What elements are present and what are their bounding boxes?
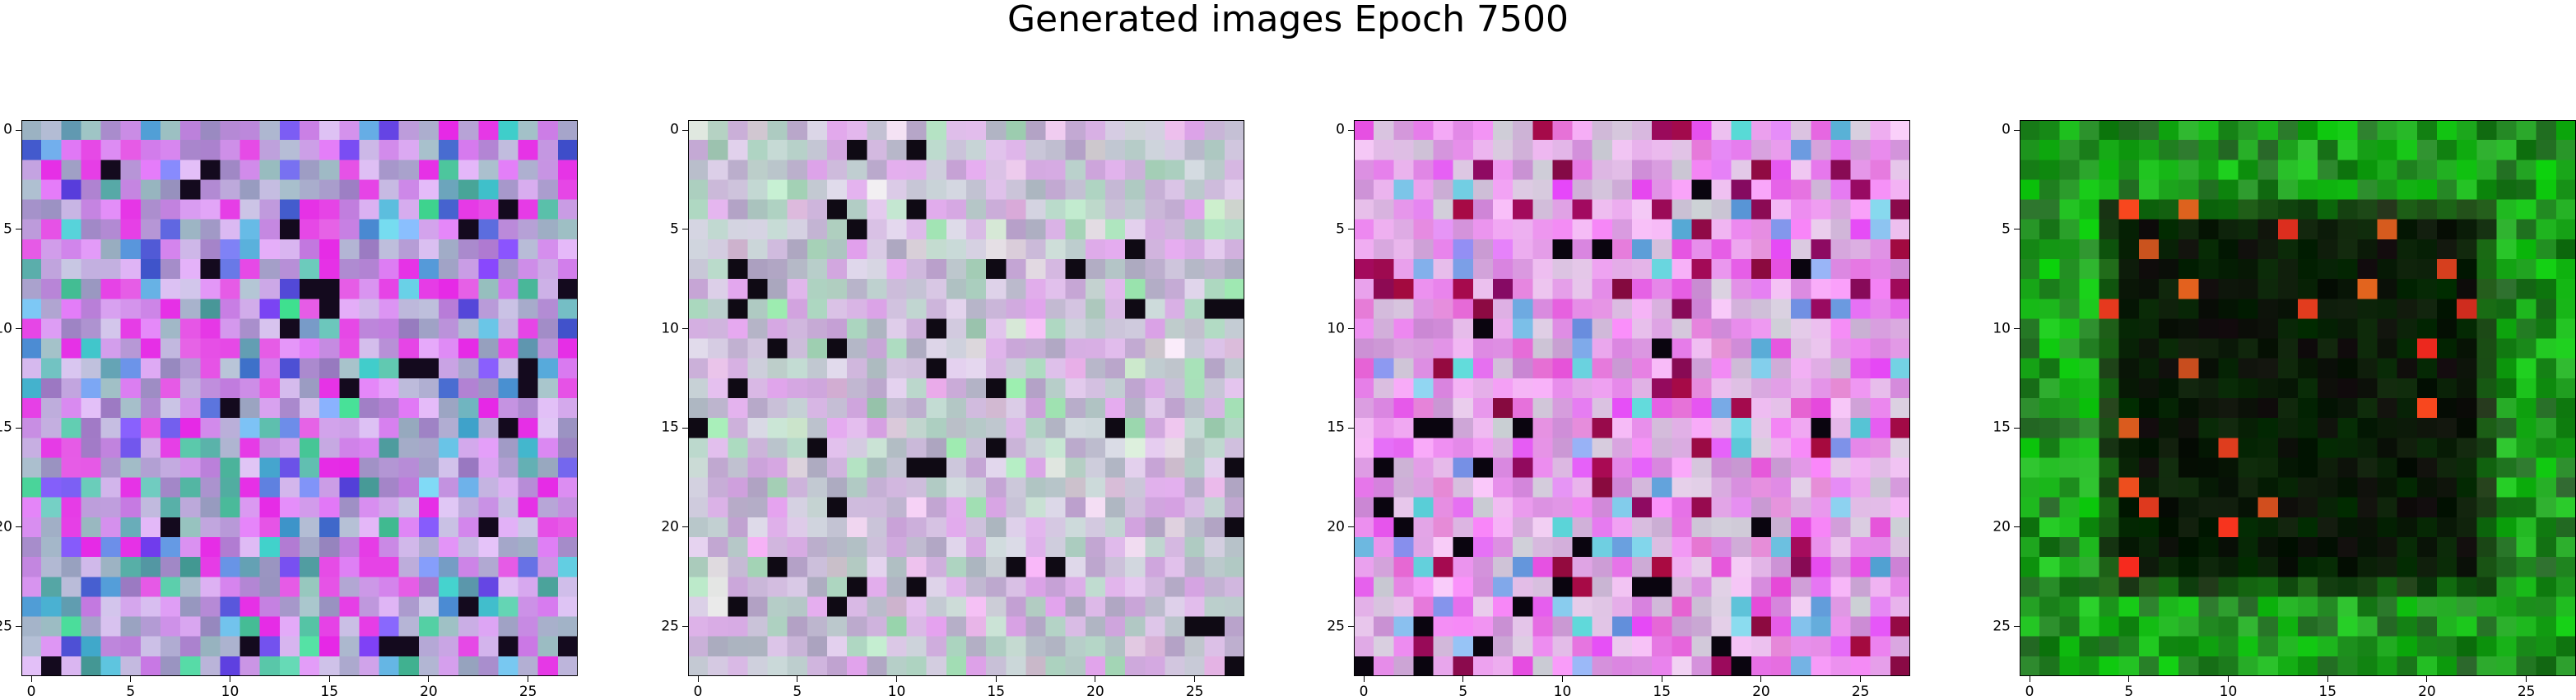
image-panel: 0 0 5 5 10 10 15 15 20 20 25 25	[0, 120, 578, 699]
y-tick	[16, 328, 21, 329]
x-tick-label: 0	[693, 684, 703, 700]
x-tick	[1562, 676, 1563, 682]
y-tick-label: 20	[1327, 518, 1345, 535]
x-tick-label: 15	[2318, 684, 2337, 700]
y-tick	[16, 526, 21, 528]
image-panel: 0 0 5 5 10 10 15 15 20 20 25 25	[1327, 120, 1910, 699]
x-tick	[995, 676, 997, 682]
x-tick-label: 10	[221, 684, 239, 700]
y-tick-label: 20	[0, 518, 12, 535]
y-tick	[1348, 626, 1354, 628]
y-tick-label: 25	[1992, 618, 2011, 635]
y-tick-label: 10	[1992, 320, 2011, 336]
y-tick-label: 15	[661, 419, 679, 436]
x-tick-label: 25	[1185, 684, 1204, 700]
y-tick	[2014, 427, 2020, 429]
y-tick	[2014, 526, 2020, 528]
x-tick-label: 20	[1086, 684, 1104, 700]
y-tick	[16, 129, 21, 131]
x-tick-label: 0	[1359, 684, 1369, 700]
y-tick-label: 10	[1327, 320, 1345, 336]
y-tick	[682, 328, 688, 329]
x-tick-label: 10	[887, 684, 906, 700]
x-tick-label: 5	[126, 684, 136, 700]
y-tick-label: 0	[3, 121, 12, 138]
x-tick	[2228, 676, 2229, 682]
x-tick	[130, 676, 132, 682]
y-tick	[1348, 129, 1354, 131]
y-tick-label: 10	[661, 320, 679, 336]
x-tick-label: 15	[1653, 684, 1672, 700]
x-tick	[1363, 676, 1365, 682]
y-tick	[682, 129, 688, 131]
y-tick	[16, 626, 21, 628]
y-tick	[682, 427, 688, 429]
y-tick	[16, 427, 21, 429]
y-tick-label: 0	[1336, 121, 1345, 138]
x-tick	[2526, 676, 2527, 682]
y-tick	[2014, 626, 2020, 628]
x-tick-label: 25	[518, 684, 537, 700]
x-tick-label: 20	[420, 684, 438, 700]
x-tick-label: 10	[1553, 684, 1572, 700]
y-tick-label: 15	[1992, 419, 2011, 436]
figure-title: Generated images Epoch 7500	[1007, 0, 1569, 40]
y-tick-label: 5	[1336, 220, 1345, 238]
x-tick	[428, 676, 430, 682]
y-tick-label: 25	[0, 618, 12, 635]
x-tick-label: 10	[2219, 684, 2238, 700]
generated-image	[1354, 120, 1910, 676]
x-tick	[1462, 676, 1464, 682]
y-tick	[682, 526, 688, 528]
x-tick	[1860, 676, 1862, 682]
y-tick-label: 10	[0, 320, 12, 336]
y-tick	[1348, 427, 1354, 429]
y-tick	[682, 626, 688, 628]
x-tick-label: 5	[793, 684, 802, 700]
x-tick-label: 15	[987, 684, 1006, 700]
x-tick	[697, 676, 699, 682]
y-tick-label: 20	[661, 518, 679, 535]
y-tick	[2014, 129, 2020, 131]
x-tick-label: 20	[2418, 684, 2436, 700]
x-tick	[2426, 676, 2428, 682]
y-tick-label: 5	[2002, 220, 2011, 238]
x-tick	[2128, 676, 2130, 682]
x-tick-label: 25	[1851, 684, 1870, 700]
y-tick-label: 15	[0, 419, 12, 436]
generated-image	[688, 120, 1244, 676]
y-tick-label: 20	[1992, 518, 2011, 535]
y-tick-label: 5	[3, 220, 12, 238]
x-tick	[328, 676, 330, 682]
x-tick-label: 5	[1458, 684, 1468, 700]
x-tick-label: 15	[320, 684, 339, 700]
x-tick-label: 25	[2517, 684, 2536, 700]
x-tick	[896, 676, 897, 682]
x-tick	[2327, 676, 2328, 682]
x-tick	[1760, 676, 1762, 682]
y-tick	[1348, 328, 1354, 329]
y-tick-label: 0	[670, 121, 679, 138]
y-tick-label: 5	[670, 220, 679, 238]
generated-image	[2020, 120, 2576, 676]
x-tick-label: 0	[2025, 684, 2034, 700]
y-tick-label: 0	[2002, 121, 2011, 138]
x-tick-label: 5	[2124, 684, 2134, 700]
image-panel: 0 0 5 5 10 10 15 15 20 20 25 25	[1992, 120, 2576, 699]
x-tick	[1194, 676, 1196, 682]
generated-image	[21, 120, 578, 676]
x-tick-label: 0	[26, 684, 36, 700]
y-tick-label: 25	[661, 618, 679, 635]
x-tick-label: 20	[1752, 684, 1770, 700]
y-tick	[1348, 526, 1354, 528]
x-tick	[30, 676, 32, 682]
y-tick-label: 25	[1327, 618, 1345, 635]
image-panel: 0 0 5 5 10 10 15 15 20 20 25 25	[661, 120, 1244, 699]
y-tick-label: 15	[1327, 419, 1345, 436]
y-tick	[2014, 328, 2020, 329]
